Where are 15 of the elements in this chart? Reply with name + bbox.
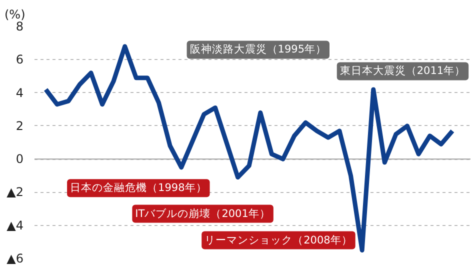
y-tick-label: ▲2	[6, 185, 24, 200]
y-tick-label: ▲4	[6, 218, 24, 232]
line-series	[44, 44, 455, 252]
y-tick-label: 4	[16, 86, 24, 100]
y-tick-label: 2	[16, 118, 24, 133]
y-tick-label: 8	[16, 20, 24, 34]
annotation: 日本の金融危機（1998年）	[70, 181, 207, 194]
y-axis-title: (%)	[4, 8, 26, 22]
annotation: リーマンショック（2008年）	[204, 234, 352, 246]
annotation: 阪神淡路大震災（1995年）	[190, 42, 327, 56]
annotation: ITバブルの崩壊（2001年）	[135, 206, 270, 220]
y-tick-label: 6	[16, 52, 24, 67]
y-tick-label: 0	[16, 152, 24, 166]
annotation: 東日本大震災（2011年）	[340, 64, 466, 78]
y-tick-label: ▲6	[6, 252, 24, 266]
